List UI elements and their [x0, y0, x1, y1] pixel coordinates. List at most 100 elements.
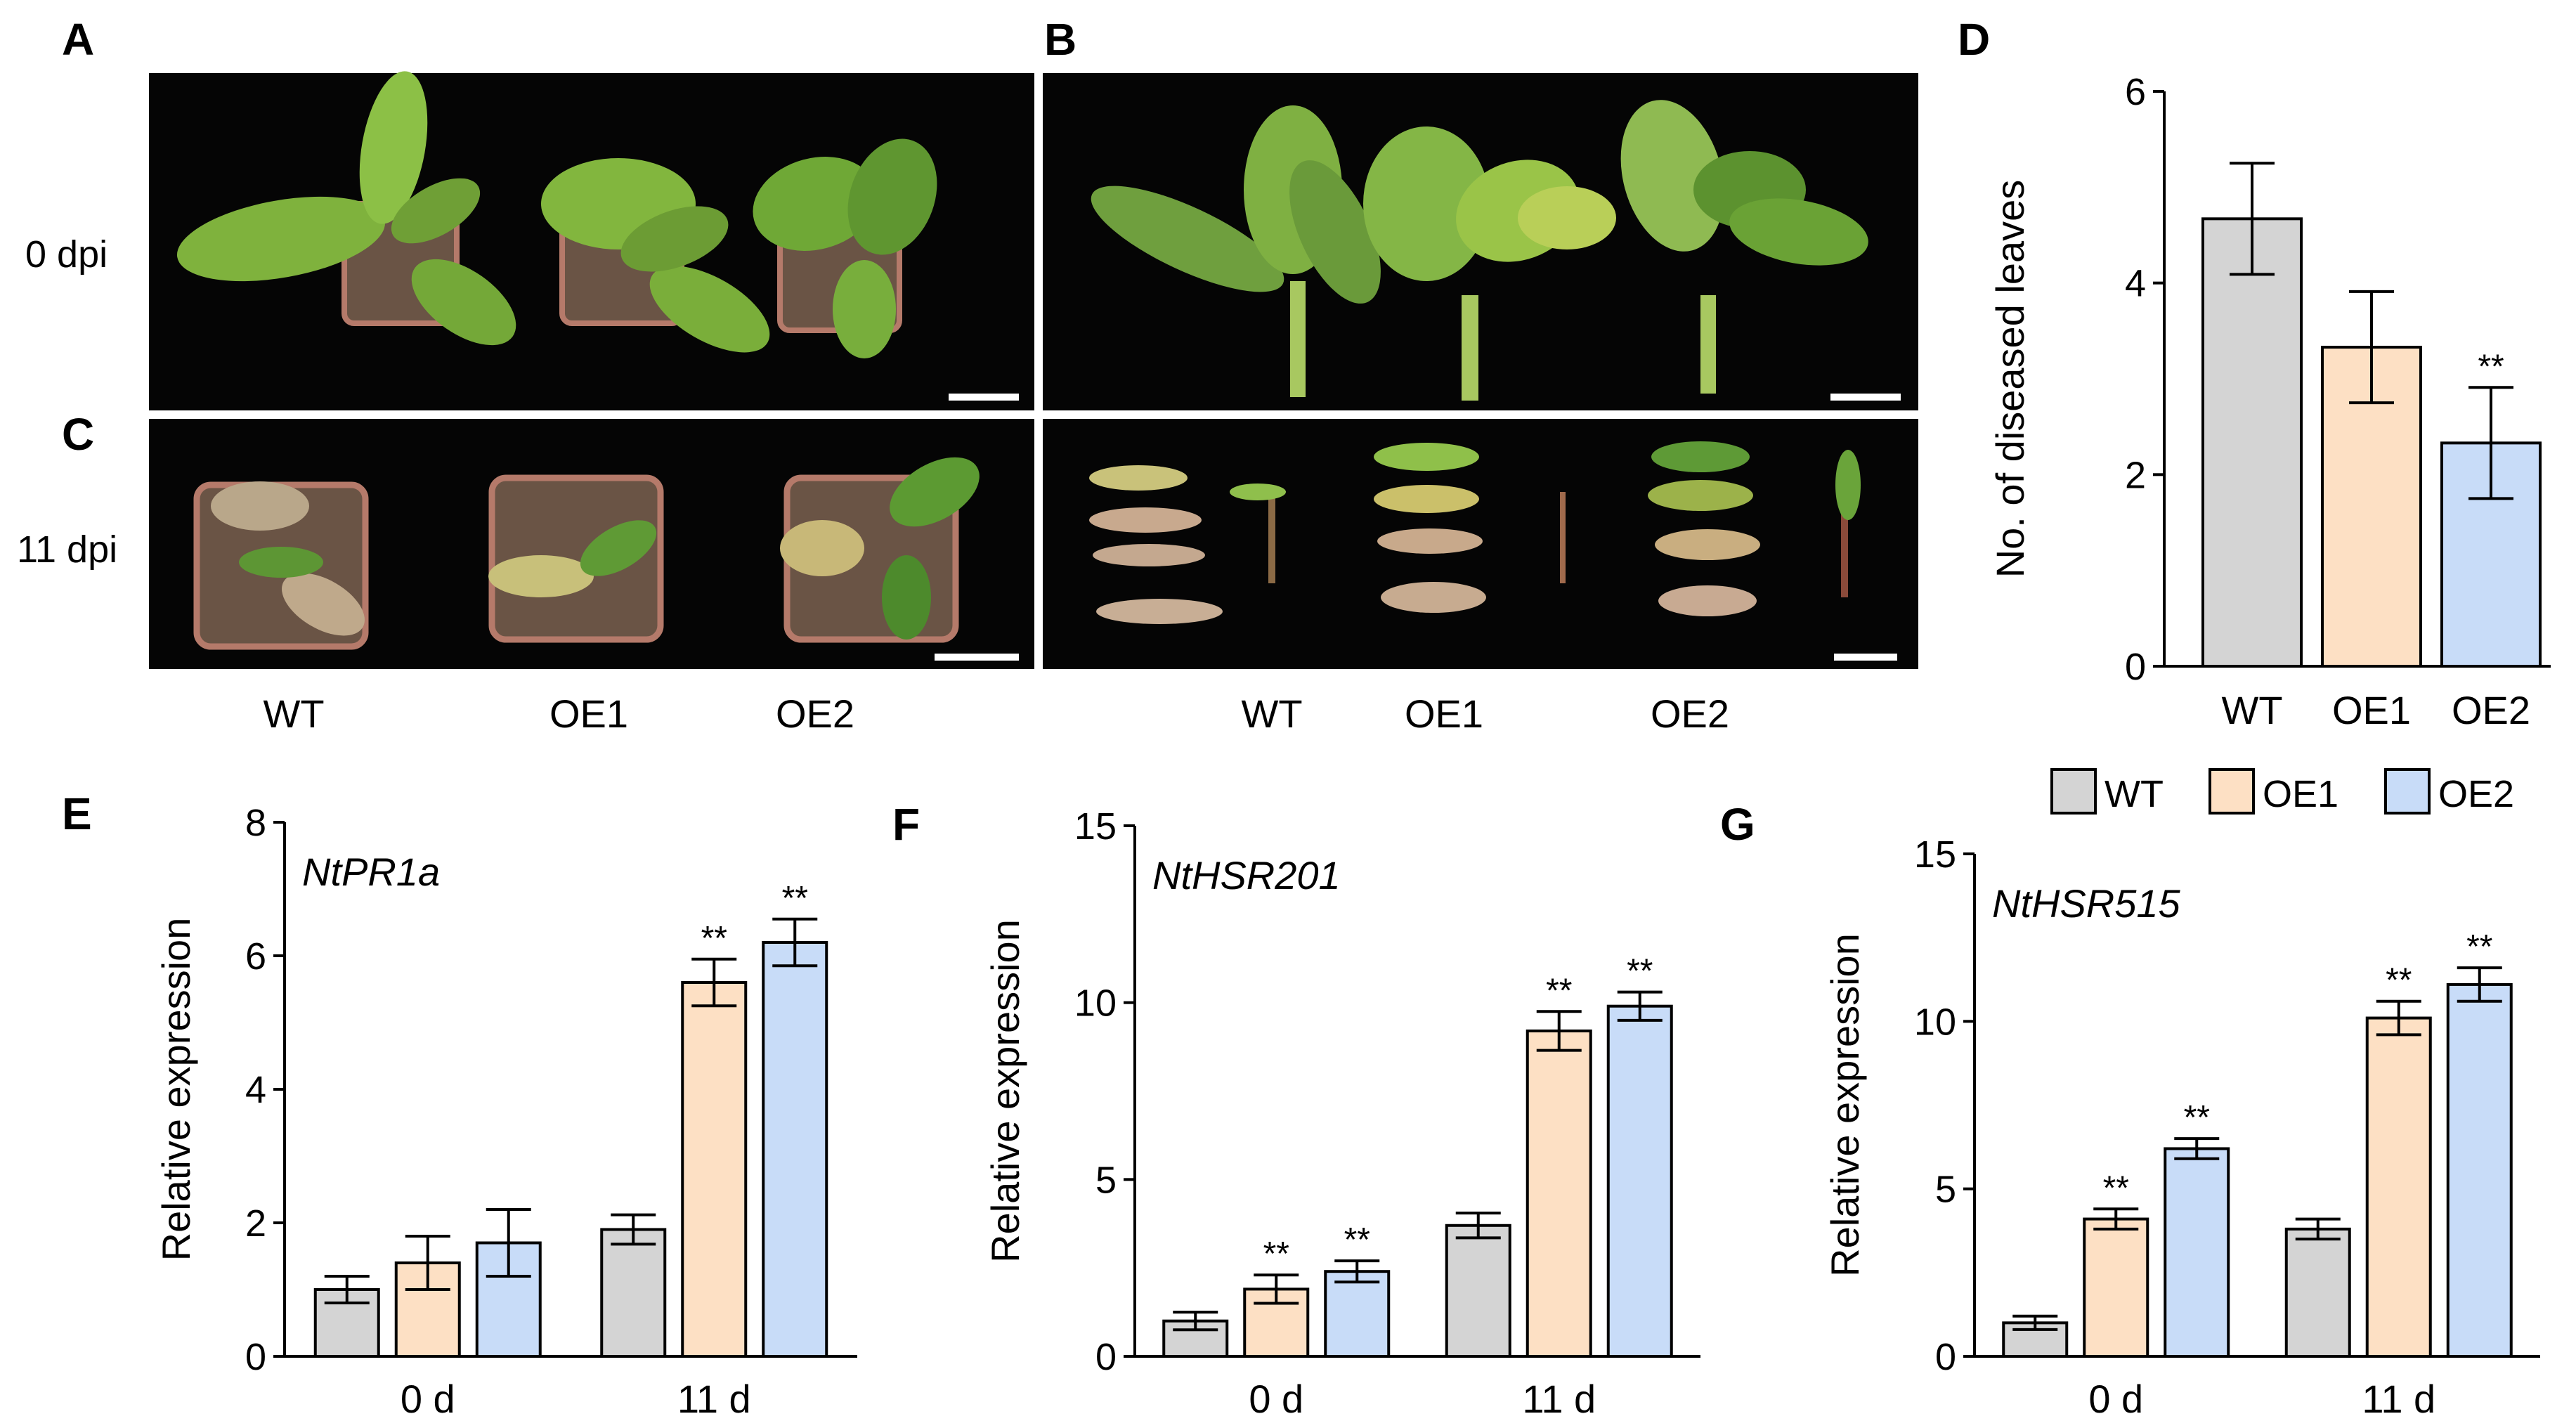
leaf	[890, 457, 980, 527]
photo-panel-b	[1043, 73, 1918, 410]
leaf	[1620, 100, 1724, 252]
leaf	[580, 520, 657, 576]
photo-label-oe2-left: OE2	[776, 692, 854, 736]
leaf	[1518, 186, 1616, 249]
y-tick-label: 4	[245, 1069, 266, 1111]
y-tick-label: 5	[1095, 1159, 1117, 1201]
x-category-label: 11 d	[1522, 1377, 1596, 1421]
leaf	[1651, 441, 1750, 472]
y-axis-label: No. of diseased leaves	[1988, 180, 2032, 578]
leaf	[1374, 485, 1479, 513]
significance-mark: **	[1546, 972, 1572, 1009]
bar	[681, 981, 748, 1358]
y-tick-label: 10	[1074, 982, 1117, 1025]
y-tick-label: 6	[245, 935, 266, 978]
panel-letter-e: E	[62, 789, 92, 839]
leaf	[176, 196, 386, 282]
photo-label-oe2-right: OE2	[1651, 692, 1729, 736]
gene-name-label: NtHSR201	[1152, 853, 1341, 897]
significance-mark: **	[1627, 953, 1653, 990]
y-axis-label: Relative expression	[983, 919, 1027, 1263]
gene-name-label: NtHSR515	[1992, 881, 2181, 926]
y-axis-label: Relative expression	[154, 918, 198, 1261]
significance-mark: **	[782, 880, 808, 917]
significance-mark: **	[1263, 1235, 1289, 1273]
scale-bar-b	[1830, 394, 1901, 401]
row-label-0dpi: 0 dpi	[25, 233, 108, 275]
y-tick-label: 0	[1935, 1336, 1956, 1378]
leaf	[1289, 160, 1381, 304]
chart-e-ntpr1a: 0 2 4 6 8 Relative expression 0 d ** ** 11 d NtPR1…	[154, 802, 857, 1421]
panel-letter-d: D	[1958, 14, 1990, 65]
y-tick-label: 2	[245, 1202, 266, 1245]
legend-swatch-wt	[2050, 768, 2097, 815]
significance-mark: **	[2184, 1099, 2210, 1136]
panel-letter-a: A	[62, 14, 94, 65]
bar	[2201, 217, 2303, 668]
bar	[2083, 1217, 2149, 1358]
legend-swatch-oe1	[2209, 768, 2255, 815]
legend-label-wt: WT	[2105, 773, 2164, 815]
bar	[600, 1228, 667, 1358]
y-tick-label: 2	[2125, 454, 2146, 496]
y-tick-label: 10	[1914, 1001, 1956, 1043]
stem	[1700, 295, 1716, 394]
chart-g-nthsr515: 0 5 10 15 Relative expression ** ** 0 d ** ** 11 d…	[1823, 833, 2540, 1421]
scale-bar-d	[1834, 654, 1897, 661]
leaf	[211, 481, 309, 531]
photo-panel-d-photo	[1043, 419, 1918, 669]
photo-panel-c	[149, 419, 1034, 669]
x-category-label: 11 d	[677, 1377, 751, 1421]
leaf	[359, 71, 428, 224]
y-tick-label: 15	[1074, 805, 1117, 848]
leaf	[1835, 450, 1861, 520]
leaf	[620, 206, 729, 272]
leaf	[780, 520, 864, 576]
leaf	[488, 555, 594, 597]
panel-letter-f: F	[892, 799, 920, 850]
leaf	[1091, 186, 1284, 292]
leaf	[239, 547, 323, 578]
leaf	[1655, 529, 1760, 560]
chart-d-diseased-leaves: 0 2 4 6 No. of diseased leaves WT OE1 ** OE2	[1988, 71, 2551, 732]
y-tick-label: 0	[1095, 1336, 1117, 1378]
pot-oe1	[488, 474, 664, 643]
scale-bar-a	[949, 394, 1019, 401]
leaf	[847, 138, 937, 255]
photo-label-oe1-right: OE1	[1405, 692, 1483, 736]
significance-mark: **	[2103, 1169, 2129, 1207]
bar	[2164, 1147, 2230, 1358]
x-category-label: OE1	[2332, 688, 2411, 732]
x-category-label: OE2	[2452, 688, 2530, 732]
y-tick-label: 0	[2125, 646, 2146, 688]
x-category-label: 0 d	[1249, 1377, 1303, 1421]
chart-f-nthsr201: 0 5 10 15 Relative expression ** ** 0 d ** ** 11 d…	[983, 805, 1700, 1421]
y-tick-label: 8	[245, 802, 266, 844]
x-category-label: 0 d	[401, 1377, 455, 1421]
photo-label-wt-right: WT	[1241, 692, 1302, 736]
legend-swatch-oe2	[2384, 768, 2431, 815]
y-axis-label: Relative expression	[1823, 933, 1867, 1277]
bar	[1324, 1270, 1391, 1358]
row-label-11dpi: 11 dpi	[17, 528, 117, 571]
stem	[1268, 492, 1275, 583]
leaf	[1093, 544, 1205, 566]
y-tick-label: 15	[1914, 833, 1956, 876]
leaf	[1374, 443, 1479, 471]
stem	[1560, 492, 1566, 583]
leaf	[282, 573, 365, 636]
leaf	[1230, 484, 1286, 500]
bar	[762, 941, 828, 1358]
leaf	[1648, 480, 1753, 511]
bar	[1445, 1224, 1511, 1358]
significance-mark: **	[2386, 962, 2412, 999]
panel-letter-c: C	[62, 409, 94, 460]
significance-mark: **	[2466, 928, 2492, 966]
leaf	[1377, 528, 1483, 554]
leaf	[1089, 507, 1202, 533]
legend-label-oe2: OE2	[2438, 773, 2514, 815]
panel-letter-g: G	[1720, 799, 1755, 850]
bar	[2446, 982, 2513, 1358]
leaf	[391, 178, 481, 244]
photo-label-wt-left: WT	[263, 692, 324, 736]
